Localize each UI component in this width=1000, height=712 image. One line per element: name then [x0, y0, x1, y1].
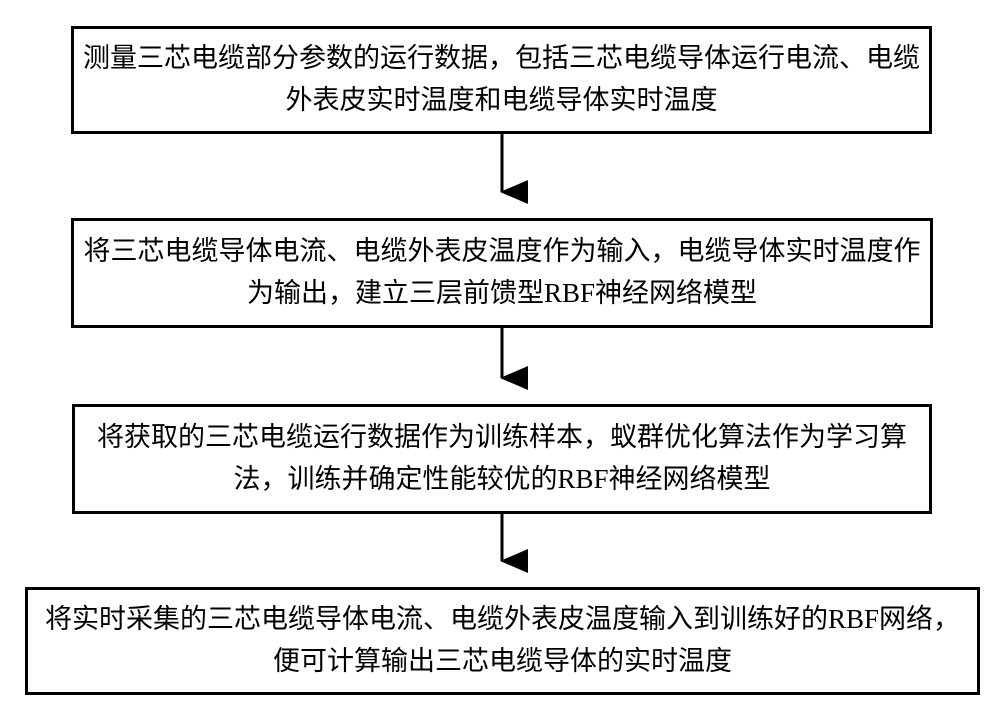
flow-node-text: 测量三芯电缆部分参数的运行数据，包括三芯电缆导体运行电流、电缆外表皮实时温度和电… — [82, 38, 921, 122]
flow-node-text: 将获取的三芯电缆运行数据作为训练样本，蚁群优化算法作为学习算法，训练并确定性能较… — [83, 417, 921, 501]
flow-node-step3: 将获取的三芯电缆运行数据作为训练样本，蚁群优化算法作为学习算法，训练并确定性能较… — [72, 404, 932, 514]
flow-node-text: 将实时采集的三芯电缆导体电流、电缆外表皮温度输入到训练好的RBF网络，便可计算输… — [36, 599, 969, 683]
flow-node-step1: 测量三芯电缆部分参数的运行数据，包括三芯电缆导体运行电流、电缆外表皮实时温度和电… — [71, 26, 932, 134]
flow-node-step2: 将三芯电缆导体电流、电缆外表皮温度作为输入，电缆导体实时温度作为输出，建立三层前… — [71, 218, 933, 328]
flow-node-step4: 将实时采集的三芯电缆导体电流、电缆外表皮温度输入到训练好的RBF网络，便可计算输… — [25, 587, 980, 695]
flow-node-text: 将三芯电缆导体电流、电缆外表皮温度作为输入，电缆导体实时温度作为输出，建立三层前… — [82, 231, 922, 315]
flowchart-canvas: 测量三芯电缆部分参数的运行数据，包括三芯电缆导体运行电流、电缆外表皮实时温度和电… — [0, 0, 1000, 712]
